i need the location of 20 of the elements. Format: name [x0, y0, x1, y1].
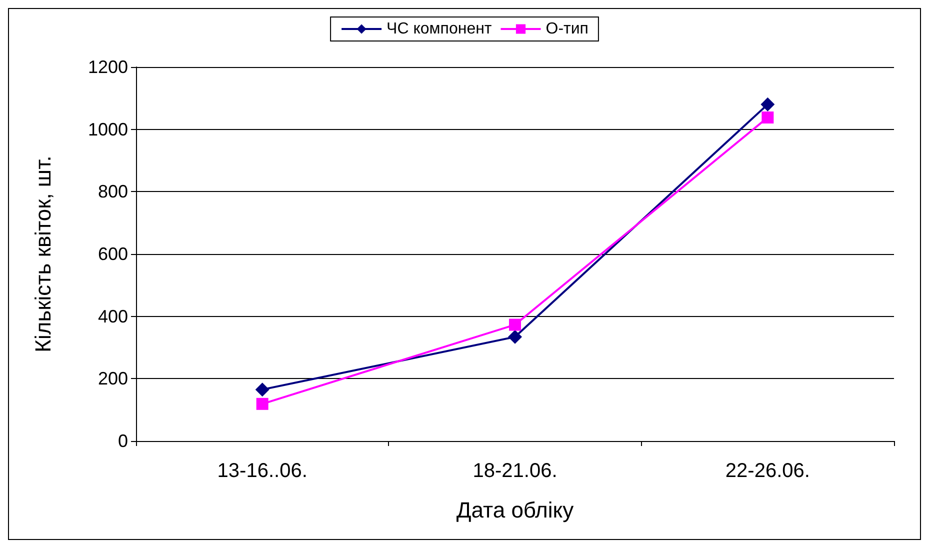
point — [256, 398, 268, 410]
y-tick-label: 600 — [98, 244, 128, 264]
y-axis-title: Кількість квіток, шт. — [30, 156, 56, 352]
y-tick-label: 200 — [98, 368, 128, 389]
point — [760, 97, 775, 112]
x-tick-label: 22-26.06. — [725, 460, 810, 482]
y-tick-label: 0 — [118, 431, 128, 451]
x-tick-label: 13-16..06. — [217, 460, 308, 482]
legend-label: О-тип — [546, 20, 588, 38]
y-tick-label: 1000 — [88, 119, 128, 140]
y-tick-label: 1200 — [88, 57, 128, 77]
y-tick-label: 800 — [98, 182, 128, 202]
point — [255, 382, 270, 397]
point — [508, 330, 522, 344]
legend-label: ЧС компонент — [386, 20, 492, 38]
point — [509, 318, 521, 331]
x-tick-label: 18-21.06. — [472, 460, 558, 482]
y-tick-label: 400 — [98, 306, 128, 326]
x-axis-title: Дата обліку — [456, 498, 574, 522]
point — [762, 111, 774, 124]
